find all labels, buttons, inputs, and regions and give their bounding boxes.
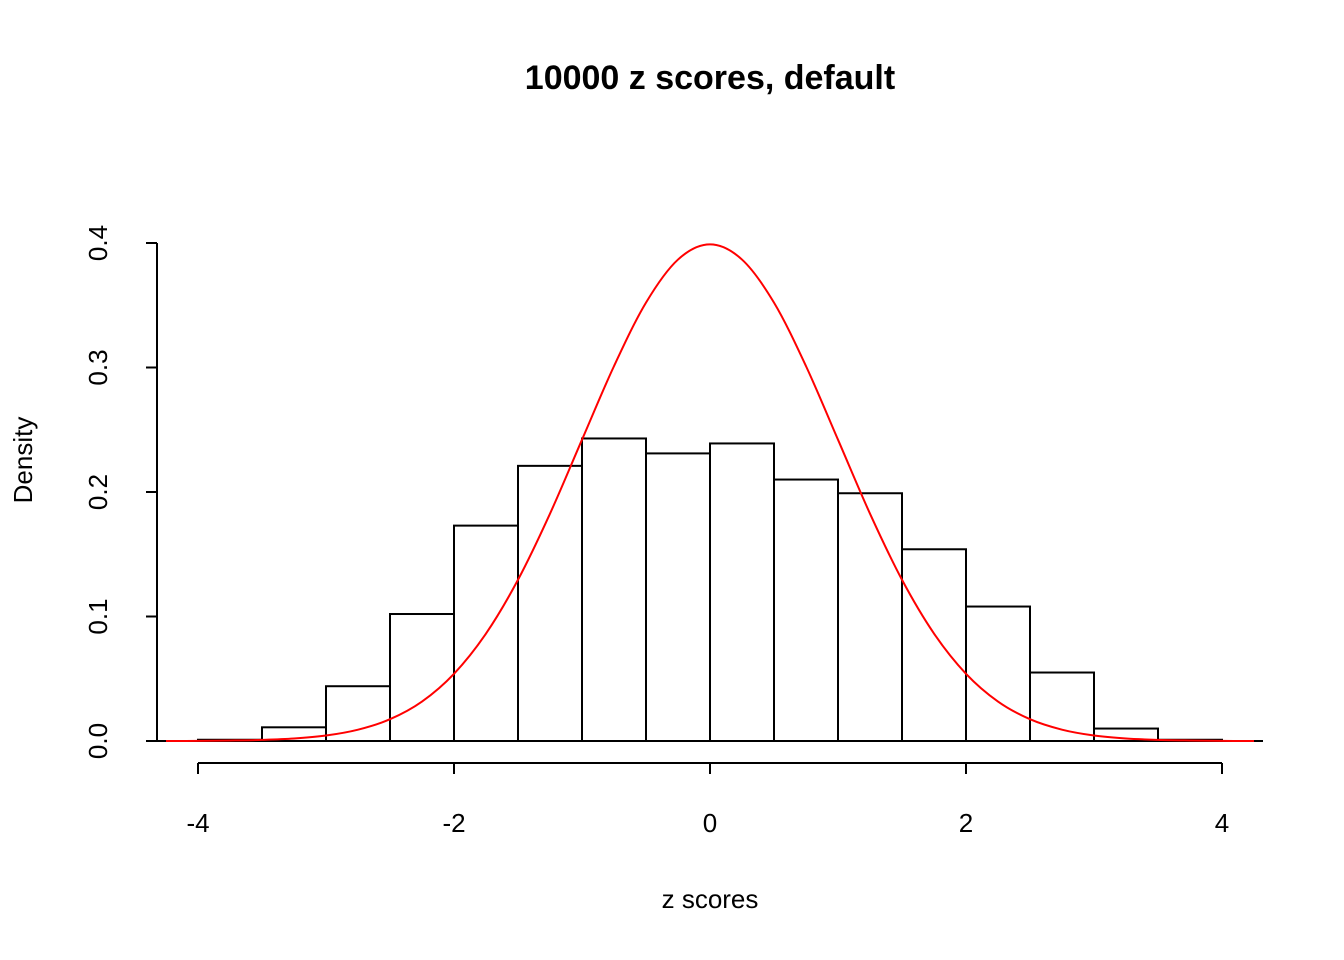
bar (965, 605, 1031, 742)
bar (645, 452, 711, 742)
bar (773, 478, 839, 742)
y-axis-label: Density (8, 417, 38, 504)
bar (581, 437, 647, 742)
x-axis-label: z scores (662, 884, 759, 914)
bar (325, 685, 391, 742)
bar (709, 442, 775, 742)
x-tick-label: -2 (442, 808, 465, 838)
y-tick-label: 0.3 (83, 349, 113, 385)
x-tick-label: 2 (959, 808, 973, 838)
y-tick-label: 0.1 (83, 598, 113, 634)
x-tick-label: -4 (186, 808, 209, 838)
bar (837, 492, 903, 742)
chart-title: 10000 z scores, default (525, 59, 895, 97)
bar (517, 464, 583, 742)
bar (901, 548, 967, 743)
y-tick-label: 0.2 (83, 474, 113, 510)
x-tick-label: 4 (1215, 808, 1229, 838)
y-tick-label: 0.0 (83, 723, 113, 759)
density-curve (165, 243, 1255, 742)
bar (389, 613, 455, 743)
bar (1029, 671, 1095, 743)
x-tick-label: 0 (703, 808, 717, 838)
y-tick-label: 0.4 (83, 225, 113, 261)
